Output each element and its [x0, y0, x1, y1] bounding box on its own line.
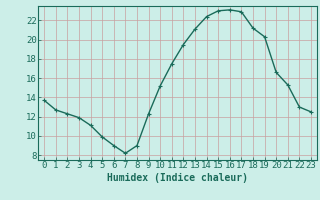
X-axis label: Humidex (Indice chaleur): Humidex (Indice chaleur): [107, 173, 248, 183]
